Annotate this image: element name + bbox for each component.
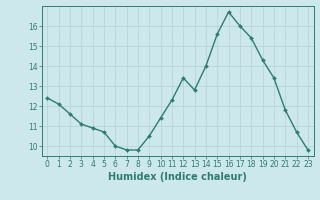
X-axis label: Humidex (Indice chaleur): Humidex (Indice chaleur)	[108, 172, 247, 182]
